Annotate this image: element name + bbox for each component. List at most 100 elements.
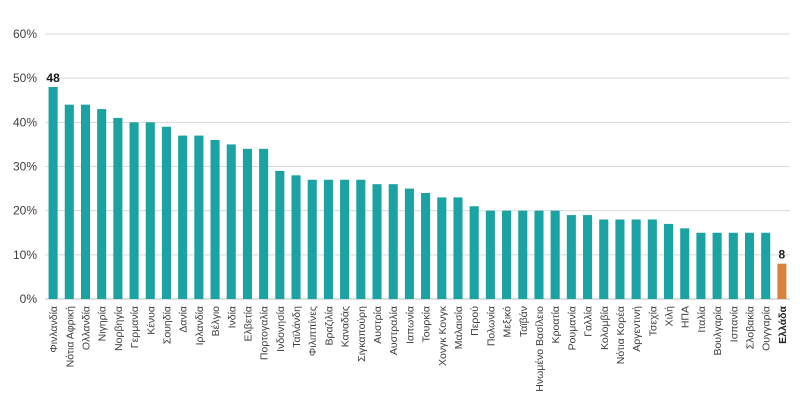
x-tick-label: Κολομβία	[599, 306, 611, 350]
bar	[323, 179, 333, 299]
bar	[388, 184, 398, 299]
bar	[502, 210, 512, 299]
x-tick-label: Αυστραλία	[388, 306, 400, 355]
x-tick-label: Νορβηγία	[113, 306, 125, 351]
bar	[161, 126, 172, 299]
x-tick-label: Νιγηρία	[97, 306, 109, 341]
bar	[226, 144, 236, 299]
bar	[307, 179, 317, 299]
bar	[291, 175, 301, 299]
x-tick-label: Ισπανία	[728, 306, 740, 342]
x-axis-ticks: Φινλανδία Νότια Αφρική Ολλανδία Νιγηρία Νορβ…	[48, 305, 789, 392]
bar	[534, 210, 544, 299]
bar	[777, 263, 787, 299]
bar	[194, 135, 204, 299]
bar	[728, 232, 738, 299]
bar	[80, 104, 91, 300]
bar	[631, 219, 641, 299]
bar	[761, 232, 771, 299]
x-tick-label: Πορτογαλία	[259, 306, 271, 360]
bar	[744, 232, 755, 299]
y-tick-label: 10%	[13, 248, 37, 262]
x-tick-label: Χονγκ Κονγκ	[437, 305, 449, 366]
x-tick-label: Μαλαισία	[453, 306, 465, 349]
bar	[404, 188, 414, 299]
data-labels: 48 8	[46, 71, 785, 262]
x-tick-label: Γαλλία	[583, 306, 595, 337]
bar	[421, 193, 431, 299]
x-tick-label: Τουρκία	[421, 306, 433, 342]
bar	[469, 206, 479, 299]
x-tick-label: Ινδονησία	[275, 306, 287, 352]
x-tick-label: Ελβετία	[242, 306, 254, 342]
bar	[64, 104, 74, 300]
y-tick-label: 30%	[13, 160, 37, 174]
grid-lines	[45, 33, 790, 300]
bar	[437, 197, 447, 299]
x-tick-label: Ηνωμένο Βασίλειο	[534, 306, 546, 392]
bar	[145, 122, 155, 299]
x-tick-label: Σλοβακία	[745, 306, 757, 349]
x-tick-label: Γερμανία	[129, 306, 141, 348]
bar	[712, 232, 722, 299]
bar	[259, 148, 269, 299]
bar	[680, 228, 690, 299]
bar	[696, 232, 706, 299]
bar	[485, 210, 495, 299]
x-tick-label: Χιλή	[664, 306, 676, 327]
bar	[599, 219, 609, 299]
x-tick-label: Μεξικό	[502, 306, 514, 338]
bar	[663, 223, 674, 299]
bar	[518, 210, 528, 299]
data-label: 8	[779, 248, 786, 262]
x-tick-label: Σιγκαπούρη	[356, 306, 368, 362]
bar	[97, 109, 107, 299]
bar	[48, 87, 58, 299]
bar	[242, 148, 252, 299]
bar	[615, 219, 625, 299]
y-tick-label: 60%	[13, 27, 37, 41]
x-tick-label: Καναδάς	[340, 306, 352, 347]
x-tick-label: Νότια Κορέα	[615, 306, 627, 364]
x-tick-label: Φινλανδία	[48, 306, 60, 353]
bars	[48, 87, 787, 300]
x-tick-label: Ρουμανία	[566, 306, 578, 350]
bar	[356, 179, 366, 299]
x-tick-label: Αυστρία	[372, 306, 384, 344]
bar	[129, 122, 139, 299]
x-tick-label: Ολλανδία	[80, 306, 92, 350]
x-tick-label: Κροατία	[550, 306, 562, 343]
bar	[340, 179, 350, 299]
x-tick-label: Αργεντινή	[631, 306, 643, 352]
y-axis-ticks: 0% 10% 20% 30% 40% 50% 60%	[13, 27, 37, 306]
x-tick-label: Βέλγιο	[210, 306, 222, 337]
x-tick-label: Φιλιππίνες	[307, 306, 319, 356]
bar	[275, 170, 285, 299]
y-tick-label: 0%	[20, 292, 38, 306]
data-label: 48	[46, 71, 60, 85]
x-tick-label: Νότια Αφρική	[64, 306, 76, 368]
bar	[178, 135, 188, 299]
x-tick-label: Ιταλία	[696, 306, 708, 333]
x-tick-label: Δανία	[178, 306, 190, 333]
bar	[566, 215, 576, 299]
x-tick-label: Ελλάδα	[777, 305, 789, 343]
bar	[113, 117, 123, 300]
x-tick-label: Ταϊλάνδη	[291, 306, 303, 348]
bar	[583, 215, 593, 299]
x-tick-label: Ουγγαρία	[761, 306, 773, 351]
bar	[453, 197, 463, 299]
bar	[647, 219, 657, 299]
x-tick-label: Ιαπωνία	[404, 306, 416, 344]
x-tick-label: Ινδία	[226, 306, 238, 328]
bar	[372, 184, 382, 299]
x-tick-label: Ταϊβάν	[518, 306, 530, 337]
x-tick-label: Σουηδία	[161, 306, 173, 344]
x-tick-label: Ιρλανδία	[194, 306, 206, 345]
x-tick-label: Περού	[469, 306, 481, 336]
y-tick-label: 20%	[13, 204, 37, 218]
bar	[550, 210, 560, 299]
y-tick-label: 50%	[13, 71, 37, 85]
x-tick-label: Πολωνία	[485, 306, 497, 346]
